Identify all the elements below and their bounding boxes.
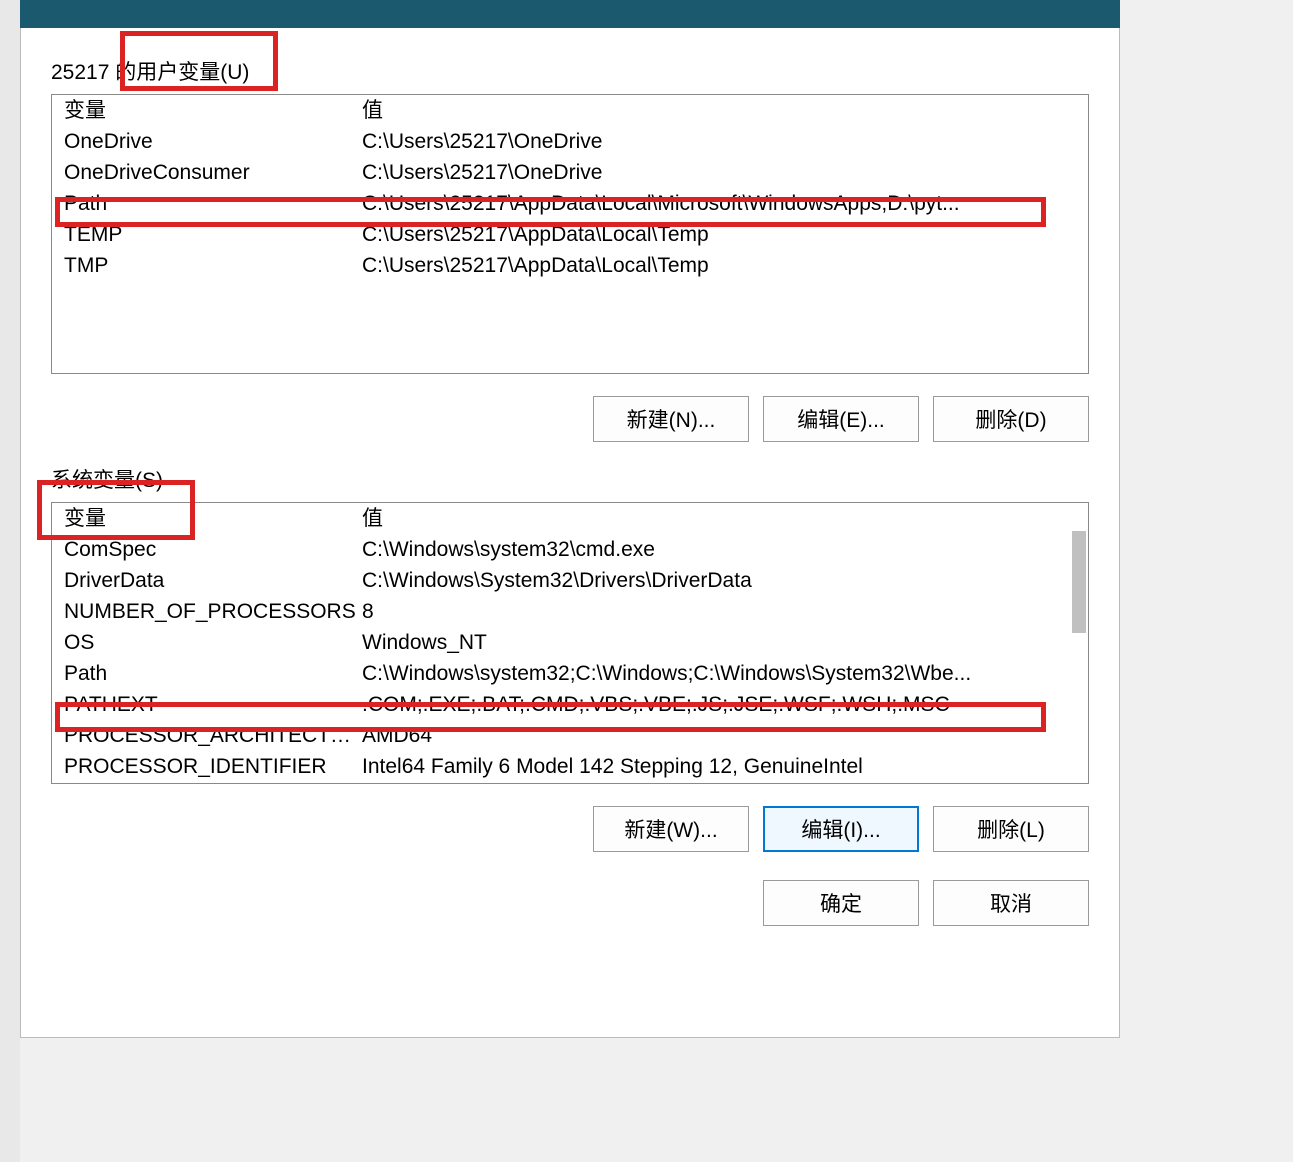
table-row[interactable]: Path C:\Windows\system32;C:\Windows;C:\W…	[52, 658, 1088, 689]
dialog-buttons-row: 确定 取消	[51, 880, 1089, 926]
var-value: C:\Windows\system32;C:\Windows;C:\Window…	[362, 658, 1088, 689]
table-row[interactable]: OneDriveConsumer C:\Users\25217\OneDrive	[52, 157, 1088, 188]
var-name: PROCESSOR_IDENTIFIER	[64, 751, 362, 782]
sys-new-button[interactable]: 新建(W)...	[593, 806, 749, 852]
var-name: OneDrive	[64, 126, 362, 157]
var-value: .COM;.EXE;.BAT;.CMD;.VBS;.VBE;.JS;.JSE;.…	[362, 689, 1088, 720]
var-name: Path	[64, 658, 362, 689]
var-name: DriverData	[64, 565, 362, 596]
user-delete-button[interactable]: 删除(D)	[933, 396, 1089, 442]
user-new-button[interactable]: 新建(N)...	[593, 396, 749, 442]
var-value: Windows_NT	[362, 627, 1088, 658]
table-row[interactable]: OS Windows_NT	[52, 627, 1088, 658]
var-name: TMP	[64, 250, 362, 281]
table-row[interactable]: TEMP C:\Users\25217\AppData\Local\Temp	[52, 219, 1088, 250]
table-row[interactable]: DriverData C:\Windows\System32\Drivers\D…	[52, 565, 1088, 596]
table-row[interactable]: ComSpec C:\Windows\system32\cmd.exe	[52, 534, 1088, 565]
var-name: ComSpec	[64, 534, 362, 565]
var-name: PROCESSOR_ARCHITECTU...	[64, 720, 362, 751]
user-edit-button[interactable]: 编辑(E)...	[763, 396, 919, 442]
var-value: C:\Users\25217\AppData\Local\Microsoft\W…	[362, 188, 1088, 219]
table-row[interactable]: PROCESSOR_IDENTIFIER Intel64 Family 6 Mo…	[52, 751, 1088, 782]
system-vars-label: 系统变量(S)	[51, 464, 1089, 494]
var-value: C:\Users\25217\AppData\Local\Temp	[362, 219, 1088, 250]
table-row[interactable]: TMP C:\Users\25217\AppData\Local\Temp	[52, 250, 1088, 281]
var-value: Intel64 Family 6 Model 142 Stepping 12, …	[362, 751, 1088, 782]
var-value: C:\Windows\System32\Drivers\DriverData	[362, 565, 1088, 596]
table-row[interactable]: Path C:\Users\25217\AppData\Local\Micros…	[52, 188, 1088, 219]
var-value: C:\Windows\system32\cmd.exe	[362, 534, 1088, 565]
sys-delete-button[interactable]: 删除(L)	[933, 806, 1089, 852]
table-row[interactable]: PROCESSOR_ARCHITECTU... AMD64	[52, 720, 1088, 751]
user-vars-listbox[interactable]: 变量 值 OneDrive C:\Users\25217\OneDrive On…	[51, 94, 1089, 374]
scrollbar-thumb[interactable]	[1072, 531, 1086, 633]
var-value: C:\Users\25217\OneDrive	[362, 126, 1088, 157]
var-name: TEMP	[64, 219, 362, 250]
table-row[interactable]: NUMBER_OF_PROCESSORS 8	[52, 596, 1088, 627]
var-value: C:\Users\25217\OneDrive	[362, 157, 1088, 188]
dialog-titlebar[interactable]	[20, 0, 1120, 28]
var-name: OS	[64, 627, 362, 658]
var-name: Path	[64, 188, 362, 219]
var-name: OneDriveConsumer	[64, 157, 362, 188]
system-vars-listbox[interactable]: 变量 值 ComSpec C:\Windows\system32\cmd.exe…	[51, 502, 1089, 784]
sys-edit-button[interactable]: 编辑(I)...	[763, 806, 919, 852]
var-name: NUMBER_OF_PROCESSORS	[64, 596, 362, 627]
header-value[interactable]: 值	[362, 95, 1088, 126]
header-value[interactable]: 值	[362, 503, 1088, 534]
user-list-header: 变量 值	[52, 95, 1088, 126]
sys-buttons-row: 新建(W)... 编辑(I)... 删除(L)	[51, 806, 1089, 852]
user-buttons-row: 新建(N)... 编辑(E)... 删除(D)	[51, 396, 1089, 442]
environment-variables-dialog: 25217 的用户变量(U) 变量 值 OneDrive C:\Users\25…	[20, 28, 1120, 1038]
var-name: PATHEXT	[64, 689, 362, 720]
background-left-strip	[0, 0, 20, 1162]
ok-button[interactable]: 确定	[763, 880, 919, 926]
table-row[interactable]: OneDrive C:\Users\25217\OneDrive	[52, 126, 1088, 157]
user-vars-label: 25217 的用户变量(U)	[51, 56, 1089, 86]
var-value: AMD64	[362, 720, 1088, 751]
var-value: 8	[362, 596, 1088, 627]
cancel-button[interactable]: 取消	[933, 880, 1089, 926]
var-value: C:\Users\25217\AppData\Local\Temp	[362, 250, 1088, 281]
table-row[interactable]: PATHEXT .COM;.EXE;.BAT;.CMD;.VBS;.VBE;.J…	[52, 689, 1088, 720]
header-variable[interactable]: 变量	[64, 95, 362, 126]
header-variable[interactable]: 变量	[64, 503, 362, 534]
sys-list-header: 变量 值	[52, 503, 1088, 534]
